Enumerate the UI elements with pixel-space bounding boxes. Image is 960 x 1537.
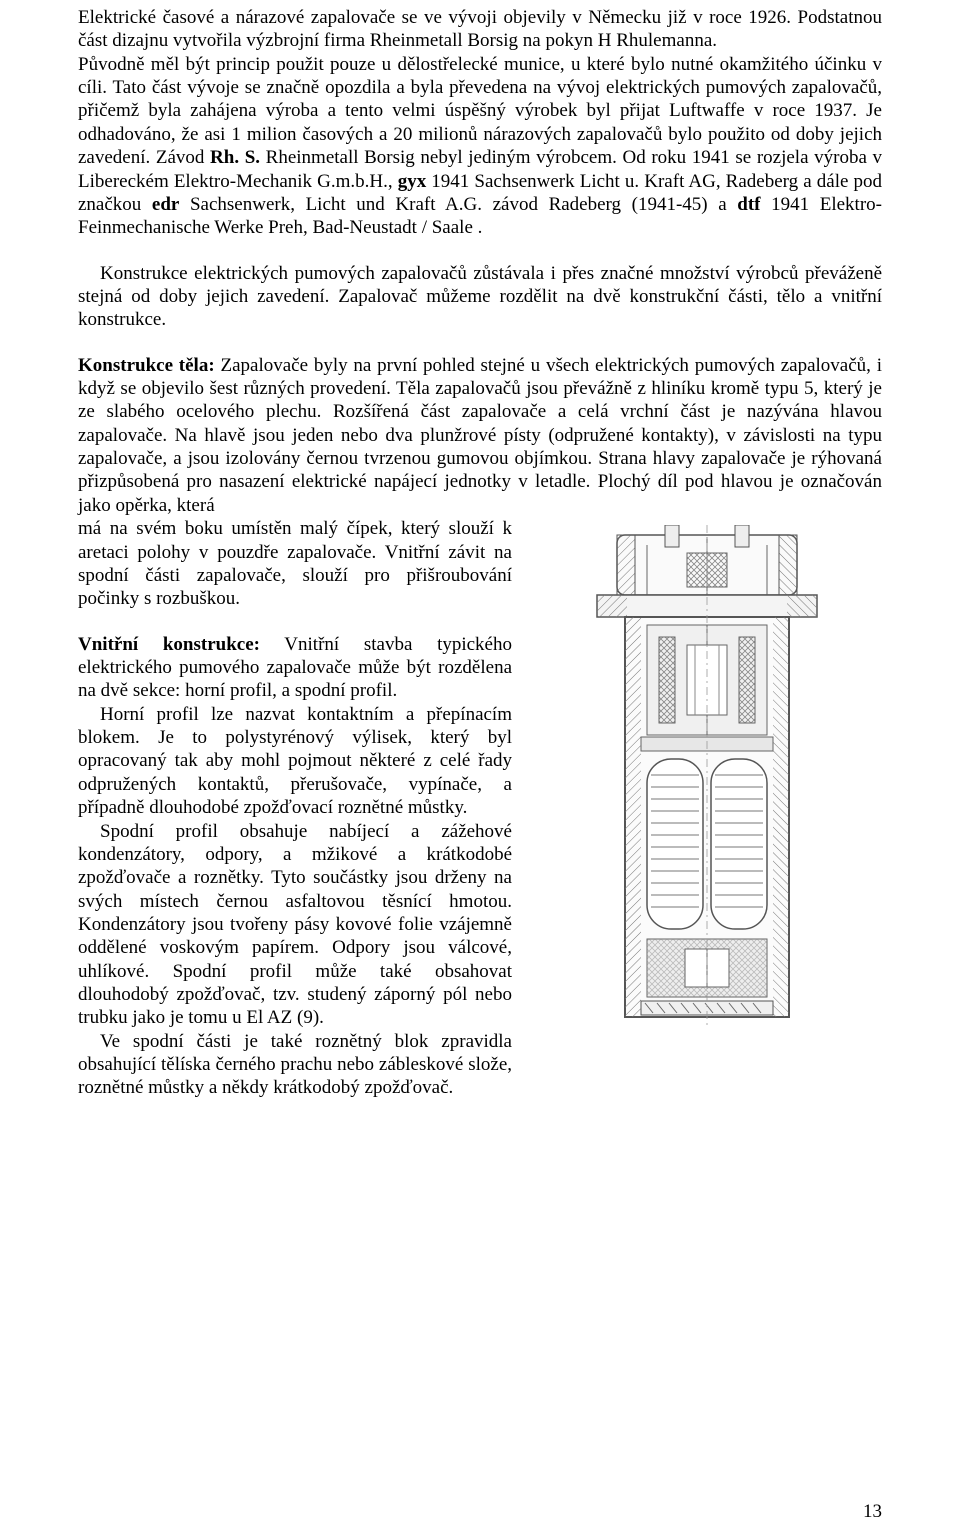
left2-sub1: Horní profil lze nazvat kontaktním a pře… <box>78 703 512 820</box>
paragraph-4-top: Konstrukce těla: Zapalovače byly na prvn… <box>78 354 882 518</box>
left-block-2: Vnitřní konstrukce: Vnitřní stavba typic… <box>78 633 512 1100</box>
paragraph-2: Původně měl být princip použit pouze u d… <box>78 53 882 240</box>
left2-heading: Vnitřní konstrukce: <box>78 634 260 655</box>
left1a: má na svém boku umístěn malý čípek, kter… <box>78 517 512 610</box>
left-block-1: má na svém boku umístěn malý čípek, kter… <box>78 517 512 610</box>
paragraph-3: Konstrukce elektrických pumových zapalov… <box>78 262 882 332</box>
right-column-figure <box>532 517 882 1122</box>
page-number: 13 <box>863 1500 882 1523</box>
paragraph-1: Elektrické časové a nárazové zapalovače … <box>78 6 882 53</box>
p2-bold-gyx: gyx <box>398 171 427 192</box>
p2-bold-edr: edr <box>152 194 179 215</box>
left2-sub3: Ve spodní části je také roznětný blok zp… <box>78 1030 512 1100</box>
p4-heading: Konstrukce těla: <box>78 355 215 376</box>
paragraph-3-text: Konstrukce elektrických pumových zapalov… <box>78 263 882 331</box>
two-column-section: má na svém boku umístěn malý čípek, kter… <box>78 517 882 1122</box>
p4-body-top: Zapalovače byly na první pohled stejné u… <box>78 355 882 516</box>
p2-run-g: Sachsenwerk, Licht und Kraft A.G. závod … <box>179 194 737 215</box>
left2-lead: Vnitřní konstrukce: Vnitřní stavba typic… <box>78 633 512 703</box>
document-page: Elektrické časové a nárazové zapalovače … <box>0 0 960 1537</box>
p2-bold-rh-s: Rh. S. <box>210 147 260 168</box>
left-column: má na svém boku umístěn malý čípek, kter… <box>78 517 512 1122</box>
fuze-cross-section-figure <box>547 525 867 1065</box>
left2-sub2: Spodní profil obsahuje nabíjecí a zážeho… <box>78 820 512 1030</box>
p2-bold-dtf: dtf <box>737 194 760 215</box>
paragraph-1-text: Elektrické časové a nárazové zapalovače … <box>78 7 882 51</box>
